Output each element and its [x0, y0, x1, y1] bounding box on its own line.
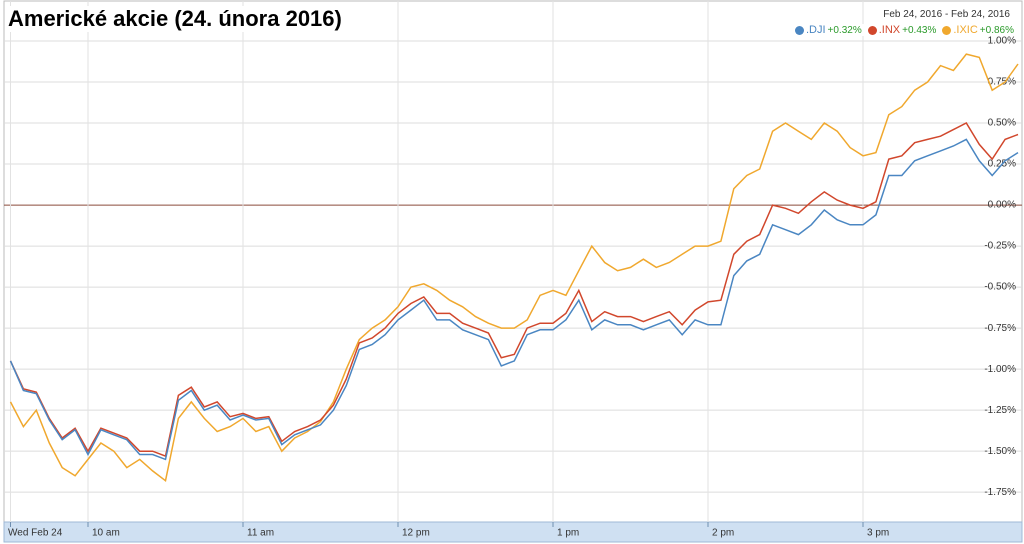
x-tick-label: 10 am — [92, 528, 120, 539]
legend-change: +0.32% — [827, 24, 862, 36]
series-line — [9, 53, 1019, 483]
y-tick-label: 1.00% — [988, 36, 1016, 47]
legend: .DJI +0.32% .INX +0.43% .IXIC +0.86% — [794, 24, 1014, 36]
legend-item: .IXIC +0.86% — [942, 24, 1014, 36]
y-tick-label: -1.25% — [984, 405, 1016, 416]
x-tick-label: 2 pm — [712, 528, 734, 539]
legend-dot — [942, 25, 952, 35]
x-tick-label: 1 pm — [557, 528, 579, 539]
legend-dot — [867, 25, 877, 35]
x-tick-label: Wed Feb 24 — [8, 528, 63, 539]
y-tick-label: -1.50% — [984, 446, 1016, 457]
y-tick-label: -1.00% — [984, 364, 1016, 375]
legend-change: +0.43% — [902, 24, 937, 36]
legend-item: .INX +0.43% — [867, 24, 937, 36]
y-tick-label: 0.50% — [988, 118, 1016, 129]
legend-name: .DJI — [805, 24, 826, 36]
y-tick-label: -0.75% — [984, 323, 1016, 334]
chart-title: Americké akcie (24. února 2016) — [8, 6, 346, 32]
x-tick-label: 3 pm — [867, 528, 889, 539]
y-tick-label: 0.75% — [988, 77, 1016, 88]
legend-name: .INX — [878, 24, 901, 36]
y-tick-label: -1.75% — [984, 487, 1016, 498]
legend-dot — [794, 25, 804, 35]
legend-name: .IXIC — [953, 24, 978, 36]
y-tick-label: 0.00% — [988, 200, 1016, 211]
y-tick-label: -0.25% — [984, 241, 1016, 252]
legend-change: +0.86% — [979, 24, 1014, 36]
x-axis-band — [3, 521, 1023, 543]
date-range: Feb 24, 2016 - Feb 24, 2016 — [883, 9, 1010, 20]
legend-item: .DJI +0.32% — [794, 24, 862, 36]
x-tick-label: 11 am — [247, 528, 274, 539]
x-tick-label: 12 pm — [402, 528, 430, 539]
series-line — [9, 138, 1019, 461]
y-tick-label: -0.50% — [984, 282, 1016, 293]
series-line — [9, 122, 1019, 458]
